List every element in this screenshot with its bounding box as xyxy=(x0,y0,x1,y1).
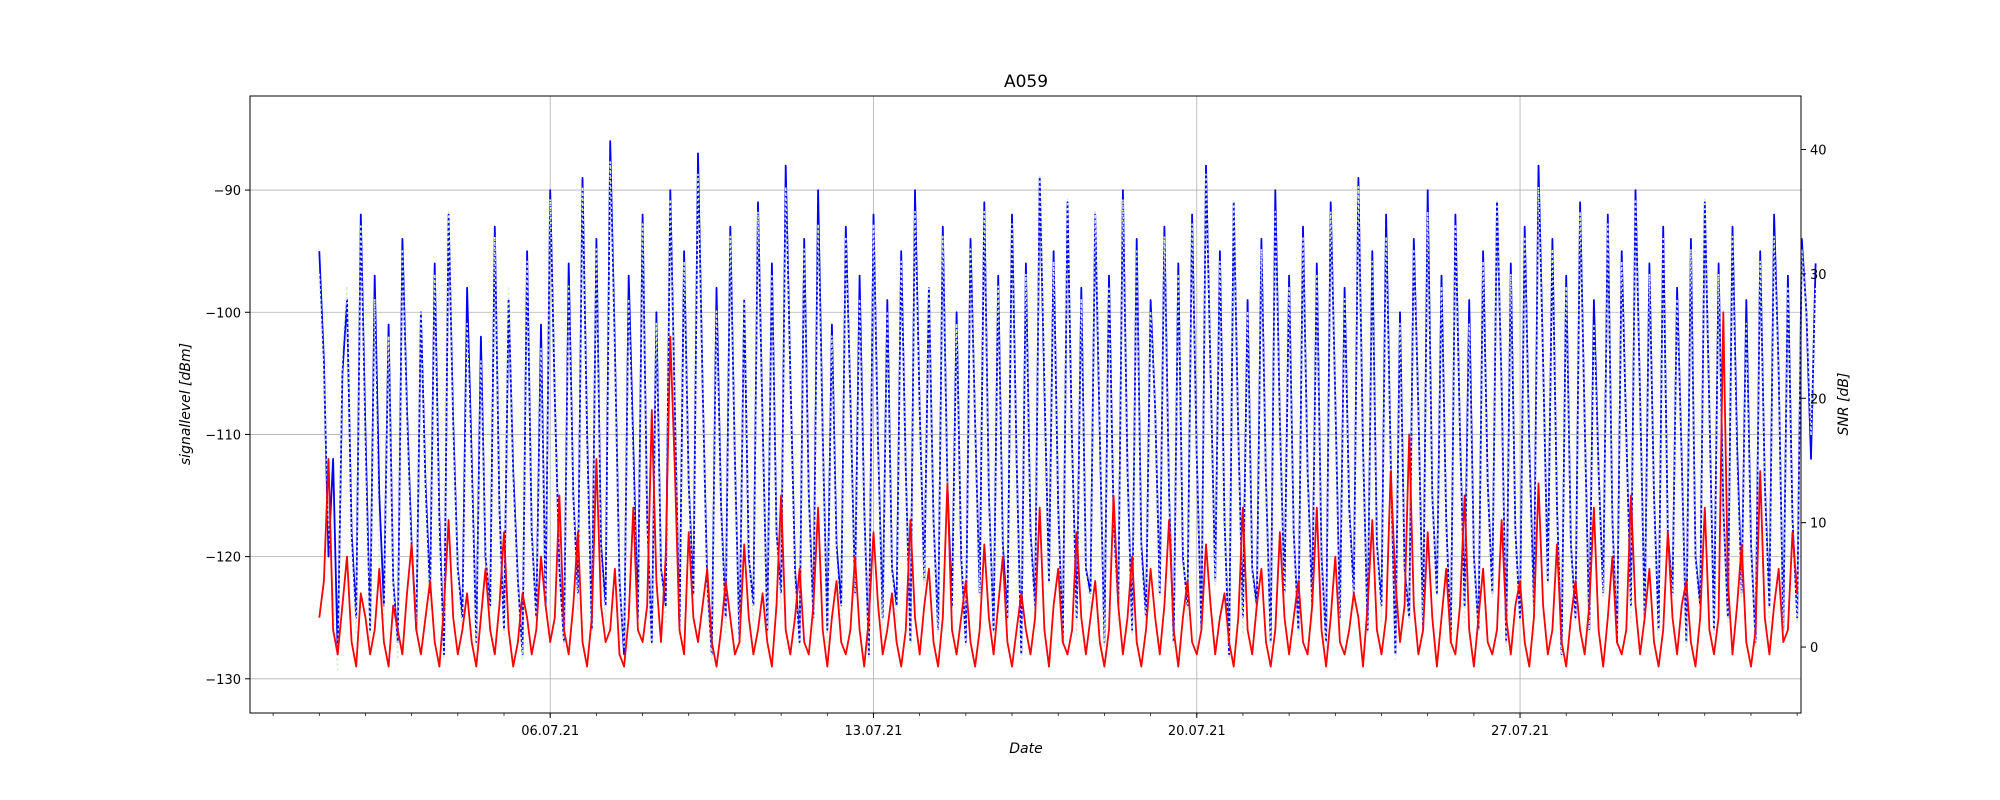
plot-frame xyxy=(249,95,1802,714)
y-axis-right: 0 10 20 30 40 xyxy=(1801,143,1827,656)
y2-tick-label: 10 xyxy=(1810,517,1827,532)
y-axis-left: −130 −120 −110 −100 −90 xyxy=(205,184,250,688)
y2-tick-label: 0 xyxy=(1810,641,1818,656)
series-line-2 xyxy=(318,161,1817,673)
y-tick-label: −110 xyxy=(205,428,241,443)
chart-title: A059 xyxy=(1004,72,1048,92)
y2-axis-label: SNR [dB] xyxy=(1836,373,1852,436)
series-line-1 xyxy=(318,140,1817,656)
y-tick-label: −90 xyxy=(214,184,241,199)
y-tick-label: −100 xyxy=(205,306,241,321)
y2-tick-label: 40 xyxy=(1810,143,1827,158)
x-tick-label: 20.07.21 xyxy=(1168,724,1226,739)
y2-tick-label: 20 xyxy=(1810,392,1827,407)
y-axis-label: signallevel [dBm] xyxy=(178,343,194,465)
x-axis-label: Date xyxy=(1009,741,1042,757)
x-tick-label: 13.07.21 xyxy=(845,724,903,739)
y-tick-label: −120 xyxy=(205,551,241,566)
series-layer xyxy=(318,140,1817,673)
series-line-3 xyxy=(318,311,1799,668)
x-tick-label: 06.07.21 xyxy=(521,724,579,739)
y2-tick-label: 30 xyxy=(1810,268,1827,283)
x-axis: 06.07.21 13.07.21 20.07.21 27.07.21 xyxy=(272,713,1798,739)
x-tick-label: 27.07.21 xyxy=(1491,724,1549,739)
y-tick-label: −130 xyxy=(205,673,241,688)
